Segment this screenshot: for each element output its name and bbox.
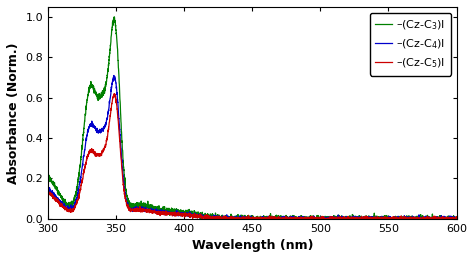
Line: –(Cz-C$_4$)I: –(Cz-C$_4$)I <box>48 75 456 219</box>
–(Cz-C$_5$)I <box>202 217 208 220</box>
–(Cz-C$_5$)I <box>46 189 51 192</box>
–(Cz-C$_4$)I <box>202 214 208 217</box>
X-axis label: Wavelength (nm): Wavelength (nm) <box>191 239 313 252</box>
–(Cz-C$_3$)I <box>116 80 122 83</box>
–(Cz-C$_4$)I <box>116 120 122 123</box>
–(Cz-C$_3$)I <box>92 90 98 93</box>
–(Cz-C$_5$)I <box>111 92 117 95</box>
–(Cz-C$_3$)I <box>402 217 408 220</box>
–(Cz-C$_5$)I <box>199 217 205 220</box>
–(Cz-C$_4$)I <box>402 217 408 220</box>
Line: –(Cz-C$_5$)I: –(Cz-C$_5$)I <box>48 94 456 219</box>
–(Cz-C$_5$)I <box>220 215 226 219</box>
–(Cz-C$_5$)I <box>446 217 452 220</box>
–(Cz-C$_4$)I <box>220 217 226 220</box>
–(Cz-C$_3$)I <box>202 213 208 217</box>
Y-axis label: Absorbance (Norm.): Absorbance (Norm.) <box>7 42 20 184</box>
–(Cz-C$_3$)I <box>454 217 459 220</box>
–(Cz-C$_5$)I <box>116 131 122 134</box>
Legend: –(Cz-C$_3$)I, –(Cz-C$_4$)I, –(Cz-C$_5$)I: –(Cz-C$_3$)I, –(Cz-C$_4$)I, –(Cz-C$_5$)I <box>370 12 451 76</box>
–(Cz-C$_4$)I <box>446 217 452 220</box>
–(Cz-C$_5$)I <box>92 150 98 154</box>
–(Cz-C$_3$)I <box>446 217 452 220</box>
–(Cz-C$_3$)I <box>198 217 204 220</box>
–(Cz-C$_3$)I <box>46 173 51 176</box>
–(Cz-C$_4$)I <box>111 74 117 77</box>
–(Cz-C$_3$)I <box>111 16 117 19</box>
–(Cz-C$_5$)I <box>402 217 408 220</box>
Line: –(Cz-C$_3$)I: –(Cz-C$_3$)I <box>48 17 456 219</box>
–(Cz-C$_4$)I <box>206 217 212 220</box>
–(Cz-C$_3$)I <box>220 215 226 219</box>
–(Cz-C$_4$)I <box>92 126 98 129</box>
–(Cz-C$_4$)I <box>454 217 459 220</box>
–(Cz-C$_4$)I <box>46 188 51 191</box>
–(Cz-C$_5$)I <box>454 217 459 220</box>
